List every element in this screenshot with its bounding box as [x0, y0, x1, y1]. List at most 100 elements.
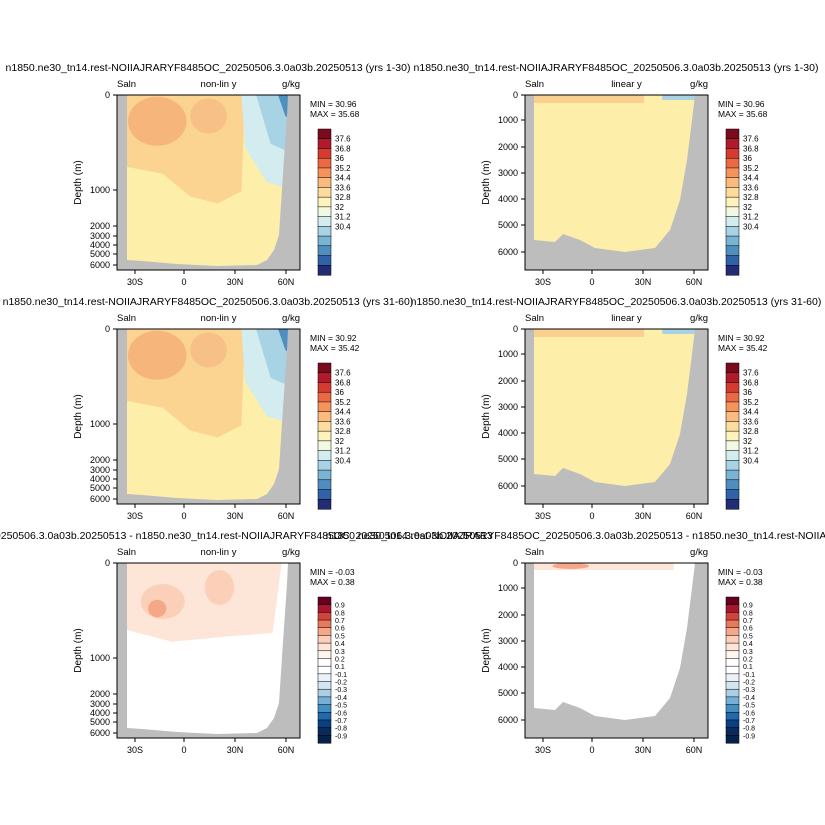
- y-tick-label: 1000: [498, 583, 518, 593]
- x-tick-label: 30S: [535, 745, 551, 755]
- colorbar: 0.90.80.70.60.50.40.30.20.1-0.1-0.2-0.3-…: [725, 596, 755, 744]
- colorbar-swatch: [317, 187, 332, 198]
- surface-saline: [525, 95, 644, 103]
- colorbar-label: -0.1: [335, 672, 347, 679]
- colorbar-swatch: [317, 604, 332, 613]
- colorbar-swatch: [317, 255, 332, 266]
- colorbar-label: -0.9: [743, 733, 755, 740]
- colorbar-swatch: [725, 688, 740, 698]
- colorbar-label: 0.5: [335, 633, 345, 640]
- x-tick-label: 60N: [686, 511, 703, 521]
- y-axis-label: Depth (m): [73, 628, 84, 672]
- colorbar-swatch: [725, 421, 740, 432]
- y-axis-label: Depth (m): [73, 394, 84, 438]
- panel-1: n1850.ne30_tn14.rest-NOIIAJRARYF8485OC_2…: [6, 62, 411, 287]
- panel-title: n1850.ne30_tn14.rest-NOIIAJRARYF8485OC_2…: [6, 62, 411, 74]
- x-tick-label: 60N: [686, 277, 703, 287]
- colorbar-swatch: [725, 635, 740, 644]
- x-tick-label: 60N: [278, 277, 295, 287]
- colorbar-swatch: [317, 391, 332, 403]
- x-tick-label: 0: [181, 745, 186, 755]
- colorbar-swatch: [317, 226, 332, 237]
- diff-positive: [125, 563, 282, 642]
- colorbar-label: -0.6: [335, 710, 347, 717]
- colorbar-swatch: [317, 619, 332, 629]
- y-axis-label: Depth (m): [73, 160, 84, 204]
- max-label: MAX = 35.68: [310, 109, 360, 119]
- colorbar-swatch: [317, 206, 332, 218]
- plot-area: [525, 329, 708, 504]
- colorbar-swatch: [317, 712, 332, 721]
- plot-frame: [116, 562, 301, 739]
- colorbar-swatch: [725, 642, 740, 652]
- colorbar-swatch: [725, 696, 740, 706]
- colorbar-label: 30.4: [743, 456, 759, 465]
- colorbar-swatch: [725, 265, 740, 276]
- y-tick-label: 6000: [498, 481, 518, 491]
- colorbar-swatch: [725, 712, 740, 721]
- colorbar-swatch: [317, 265, 332, 276]
- colorbar-label: -0.6: [743, 710, 755, 717]
- colorbar-swatch: [317, 235, 332, 247]
- colorbar-label: -0.4: [743, 695, 755, 702]
- colorbar-label: -0.8: [743, 726, 755, 733]
- colorbar-swatch: [317, 627, 332, 636]
- colorbar-swatch: [317, 430, 332, 442]
- x-tick-label: 0: [181, 511, 186, 521]
- y-tick-label: 4000: [90, 240, 110, 250]
- min-label: MIN = -0.03: [310, 567, 355, 577]
- colorbar-swatch: [725, 440, 740, 452]
- panel-title: RYF8485OC_20250506.3.0a03b.20250513 - n1…: [0, 530, 493, 542]
- colorbar-label: 36.8: [335, 144, 351, 153]
- colorbar-swatch: [725, 372, 740, 384]
- variable-label: Saln: [117, 313, 136, 324]
- surface-fresh: [662, 329, 708, 334]
- salinity-max-south: [127, 330, 187, 380]
- axis-mode-label: non-lin y: [201, 313, 237, 324]
- colorbar-swatch: [725, 658, 740, 667]
- colorbar-label: 35.2: [335, 398, 351, 407]
- y-tick-label: 4000: [498, 662, 518, 672]
- plot-frame: [116, 328, 301, 505]
- colorbar-swatch: [317, 401, 332, 413]
- y-tick-label: 4000: [498, 194, 518, 204]
- colorbar-swatch: [725, 627, 740, 636]
- y-axis-label: Depth (m): [481, 628, 492, 672]
- y-tick-label: 3000: [90, 465, 110, 475]
- colorbar-label: 0.7: [335, 618, 345, 625]
- y-tick-label: 3000: [498, 168, 518, 178]
- max-label: MAX = 35.68: [718, 109, 768, 119]
- panel-5: RYF8485OC_20250506.3.0a03b.20250513 - n1…: [0, 530, 493, 755]
- colorbar-swatch: [317, 167, 332, 179]
- colorbar-swatch: [725, 650, 740, 660]
- units-label: g/kg: [690, 547, 708, 558]
- colorbar-label: 0.3: [335, 649, 345, 656]
- colorbar-swatch: [725, 177, 740, 188]
- diff-surface: [531, 563, 674, 570]
- y-tick-label: 0: [513, 90, 518, 100]
- colorbar-label: 32: [743, 437, 752, 446]
- y-tick-label: 6000: [90, 728, 110, 738]
- colorbar-label: 0.1: [335, 664, 345, 671]
- colorbar-label: 35.2: [743, 164, 759, 173]
- colorbar-label: 36.8: [743, 144, 759, 153]
- x-tick-label: 60N: [278, 511, 295, 521]
- variable-label: Saln: [525, 313, 544, 324]
- colorbar-swatch: [317, 479, 332, 491]
- colorbar-label: 0.6: [335, 626, 345, 633]
- colorbar-label: 32.8: [335, 193, 351, 202]
- colorbar-swatch: [725, 157, 740, 169]
- surface-saline: [525, 329, 644, 337]
- y-tick-label: 4000: [90, 708, 110, 718]
- plot-area: [117, 95, 300, 270]
- x-tick-label: 0: [589, 511, 594, 521]
- axis-mode-label: linear y: [611, 313, 642, 324]
- colorbar-swatch: [317, 635, 332, 644]
- y-tick-label: 1000: [90, 653, 110, 663]
- colorbar-label: 0.8: [743, 610, 753, 617]
- colorbar-swatch: [317, 665, 332, 675]
- colorbar-label: 0.5: [743, 633, 753, 640]
